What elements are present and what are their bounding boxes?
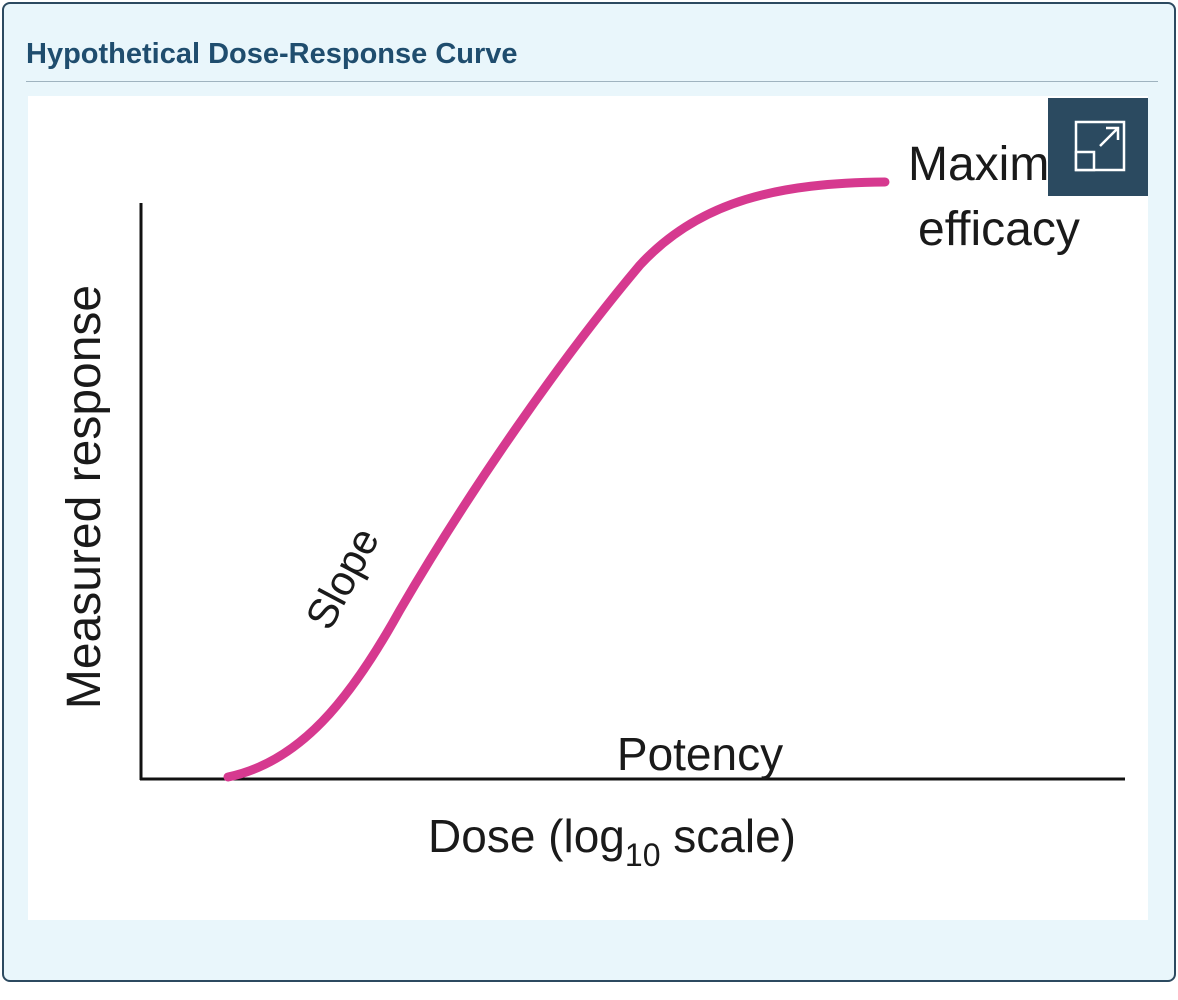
figure-image: Measured response Slope Potency Dose (lo…: [28, 96, 1148, 920]
icon-frame: [1074, 120, 1126, 172]
y-axis-label: Measured response: [58, 285, 111, 709]
slope-label: Slope: [296, 520, 388, 637]
potency-label: Potency: [617, 728, 783, 780]
x-label-text: Dose (log: [428, 810, 625, 862]
diagram: Measured response Slope Potency Dose (lo…: [58, 138, 1125, 873]
expand-icon: [1074, 120, 1126, 172]
title-rule: [26, 81, 1158, 82]
x-axis-label: Dose (log10 scale): [428, 810, 796, 873]
dose-response-curve: [223, 177, 890, 782]
x-label-text: scale): [660, 810, 795, 862]
max-efficacy-label: efficacy: [918, 203, 1080, 256]
icon-box: [1074, 150, 1096, 172]
icon-arrow: [1099, 126, 1120, 147]
x-label-subscript: 10: [625, 837, 661, 873]
panel-title: Hypothetical Dose-Response Curve: [26, 38, 518, 70]
expand-button[interactable]: [1048, 98, 1148, 196]
